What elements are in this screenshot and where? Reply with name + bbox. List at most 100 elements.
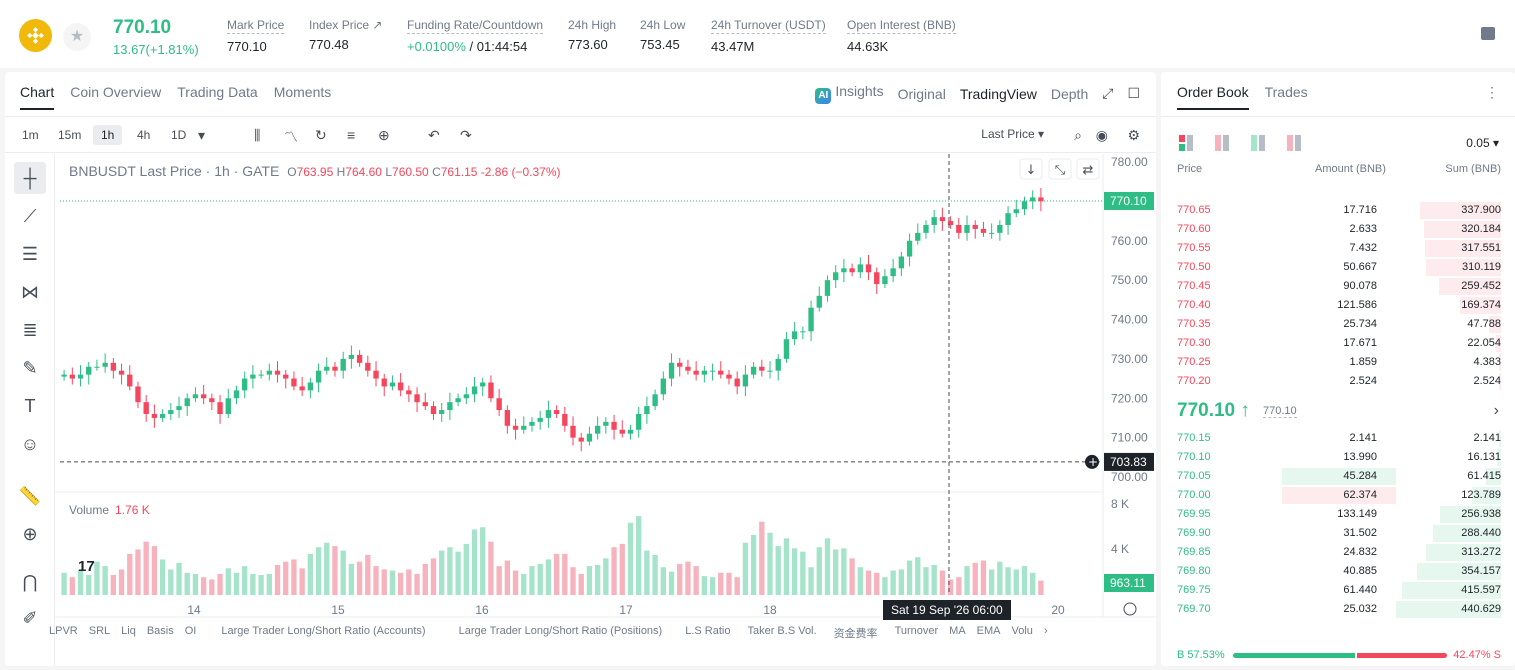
text-icon[interactable]: T <box>24 396 36 416</box>
tab-chart[interactable]: Chart <box>20 84 55 110</box>
pencil-icon[interactable]: ✐ <box>22 608 38 628</box>
price-source-dropdown[interactable]: Last Price ▾ <box>981 127 1044 141</box>
indicator-item[interactable]: Liq <box>121 625 136 637</box>
book-icon[interactable] <box>1481 27 1495 40</box>
ask-row[interactable]: 770.60 2.633 320.184 <box>1177 220 1501 239</box>
camera-icon[interactable]: ◉ <box>1095 127 1108 143</box>
volume-bar <box>118 569 125 595</box>
volume-bar <box>135 549 141 595</box>
time-axis-label: 16 <box>475 603 489 617</box>
ask-row[interactable]: 770.20 2.524 2.524 <box>1177 372 1501 391</box>
ask-row[interactable]: 770.35 25.734 47.788 <box>1177 315 1501 334</box>
tab-moments[interactable]: Moments <box>273 84 332 100</box>
indicator-item[interactable]: EMA <box>976 625 1001 637</box>
indicator-item[interactable]: OI <box>184 625 197 637</box>
indicator-item[interactable]: Volu <box>1011 625 1033 637</box>
bid-row[interactable]: 769.90 31.502 288.440 <box>1177 524 1501 543</box>
tab-order-book[interactable]: Order Book <box>1177 84 1249 110</box>
indicator-item[interactable]: 资金费率 <box>833 628 878 640</box>
tradingview-logo[interactable]: 17 <box>78 558 95 575</box>
timeframe-1m[interactable]: 1m <box>22 128 39 142</box>
template-icon[interactable]: ≡ <box>347 127 356 143</box>
indicators-icon[interactable]: 〽 <box>284 129 298 145</box>
bid-row[interactable]: 770.00 62.374 123.789 <box>1177 486 1501 505</box>
undo-icon[interactable]: ↶ <box>428 127 440 143</box>
indicator-item[interactable]: SRL <box>88 625 111 637</box>
trendline-icon[interactable]: ⟋ <box>23 206 37 226</box>
bid-row[interactable]: 769.75 61.440 415.597 <box>1177 581 1501 600</box>
volume-bar <box>94 561 100 595</box>
more-icon[interactable]: ⋮ <box>1485 84 1499 100</box>
insights-button[interactable]: AI Insights <box>815 83 884 104</box>
indicator-item[interactable]: Large Trader Long/Short Ratio (Accounts) <box>221 625 426 637</box>
gear-icon[interactable]: ⚙ <box>1127 127 1140 143</box>
ask-row[interactable]: 770.40 121.586 169.374 <box>1177 296 1501 315</box>
search-icon[interactable]: ⌕ <box>1074 127 1082 143</box>
ask-sum: 310.119 <box>1462 261 1501 273</box>
candle-body <box>726 374 732 379</box>
ask-row[interactable]: 770.50 50.667 310.119 <box>1177 258 1501 277</box>
indicator-item[interactable]: L.S Ratio <box>685 625 731 637</box>
ask-row[interactable]: 770.65 17.716 337.900 <box>1177 201 1501 220</box>
view-tradingview[interactable]: TradingView <box>959 85 1037 102</box>
candle-body <box>250 374 256 379</box>
bid-row[interactable]: 770.10 13.990 16.131 <box>1177 448 1501 467</box>
window-icon[interactable]: ☐ <box>1127 85 1140 101</box>
indicator-item[interactable]: Taker B.S Vol. <box>747 625 817 637</box>
funding-rate-stat[interactable]: Funding Rate/Countdown +0.0100% / 01:44:… <box>407 18 544 54</box>
bid-row[interactable]: 769.70 25.032 440.629 <box>1177 600 1501 619</box>
chevron-right-icon[interactable]: › <box>1043 625 1048 637</box>
bid-sum: 415.597 <box>1461 584 1501 596</box>
pattern-icon[interactable]: ⋈ <box>21 282 39 302</box>
timeframe-4h[interactable]: 4h <box>137 128 151 142</box>
magnet-icon[interactable]: ⋂ <box>22 572 38 592</box>
tab-trading-data[interactable]: Trading Data <box>177 84 258 100</box>
favorite-star-icon[interactable]: ★ <box>63 23 91 51</box>
indicator-item[interactable]: Turnover <box>894 625 939 637</box>
ask-row[interactable]: 770.45 90.078 259.452 <box>1177 277 1501 296</box>
candle-body <box>291 378 297 387</box>
timeframe-1h[interactable]: 1h <box>93 125 123 145</box>
emoji-icon[interactable]: ☺ <box>20 434 40 454</box>
ask-row[interactable]: 770.25 1.859 4.383 <box>1177 353 1501 372</box>
indicator-item[interactable]: MA <box>949 625 966 637</box>
view-original[interactable]: Original <box>897 85 946 102</box>
bid-sum: 123.789 <box>1461 489 1501 501</box>
ask-row[interactable]: 770.55 7.432 317.551 <box>1177 239 1501 258</box>
bid-row[interactable]: 769.95 133.149 256.938 <box>1177 505 1501 524</box>
add-icon[interactable]: ⊕ <box>378 127 390 143</box>
timeframe-1d[interactable]: 1D <box>171 128 187 142</box>
indicator-item[interactable]: Large Trader Long/Short Ratio (Positions… <box>458 625 663 637</box>
tab-coin-overview[interactable]: Coin Overview <box>70 84 162 100</box>
indicator-item[interactable]: LPVR <box>49 625 78 637</box>
candle-type-icon[interactable]: ⫼ <box>254 127 261 143</box>
orderbook-view-toggles[interactable] <box>1179 135 1309 151</box>
candle-body <box>997 225 1003 233</box>
candle-body <box>406 390 412 395</box>
ruler-icon[interactable]: 📏 <box>18 486 42 506</box>
precision-dropdown[interactable]: 0.05 ▾ <box>1466 136 1499 150</box>
expand-icon[interactable]: ⤢ <box>1102 85 1114 101</box>
timeframe-15m[interactable]: 15m <box>58 128 82 142</box>
indicator-item[interactable]: Basis <box>146 625 174 637</box>
brush-icon[interactable]: ✎ <box>22 358 38 378</box>
bid-row[interactable]: 769.80 40.885 354.157 <box>1177 562 1501 581</box>
fib-icon[interactable]: ≣ <box>22 320 38 340</box>
bid-row[interactable]: 770.15 2.141 2.141 <box>1177 429 1501 448</box>
ask-row[interactable]: 770.30 17.671 22.054 <box>1177 334 1501 353</box>
redo-icon[interactable]: ↷ <box>460 127 472 143</box>
crosshair-icon[interactable]: ┼ <box>14 162 46 194</box>
bid-row[interactable]: 770.05 45.284 61.415 <box>1177 467 1501 486</box>
horizontal-lines-icon[interactable]: ☰ <box>21 244 39 264</box>
chevron-down-icon[interactable]: ▾ <box>198 127 206 143</box>
candlestick-chart[interactable]: 780.00770.00760.00750.00740.00730.00720.… <box>5 72 1156 666</box>
bid-row[interactable]: 769.85 24.832 313.272 <box>1177 543 1501 562</box>
replay-icon[interactable]: ↻ <box>315 127 327 143</box>
index-price-stat[interactable]: Index Price ↗ 770.48 <box>309 18 382 52</box>
mark-price-stat[interactable]: Mark Price 770.10 <box>227 18 285 54</box>
view-depth[interactable]: Depth <box>1050 85 1089 102</box>
zoom-in-icon[interactable]: ⊕ <box>22 524 38 544</box>
chevron-right-icon[interactable]: › <box>1493 402 1499 419</box>
tab-trades[interactable]: Trades <box>1264 84 1308 100</box>
candle-body <box>373 370 379 379</box>
